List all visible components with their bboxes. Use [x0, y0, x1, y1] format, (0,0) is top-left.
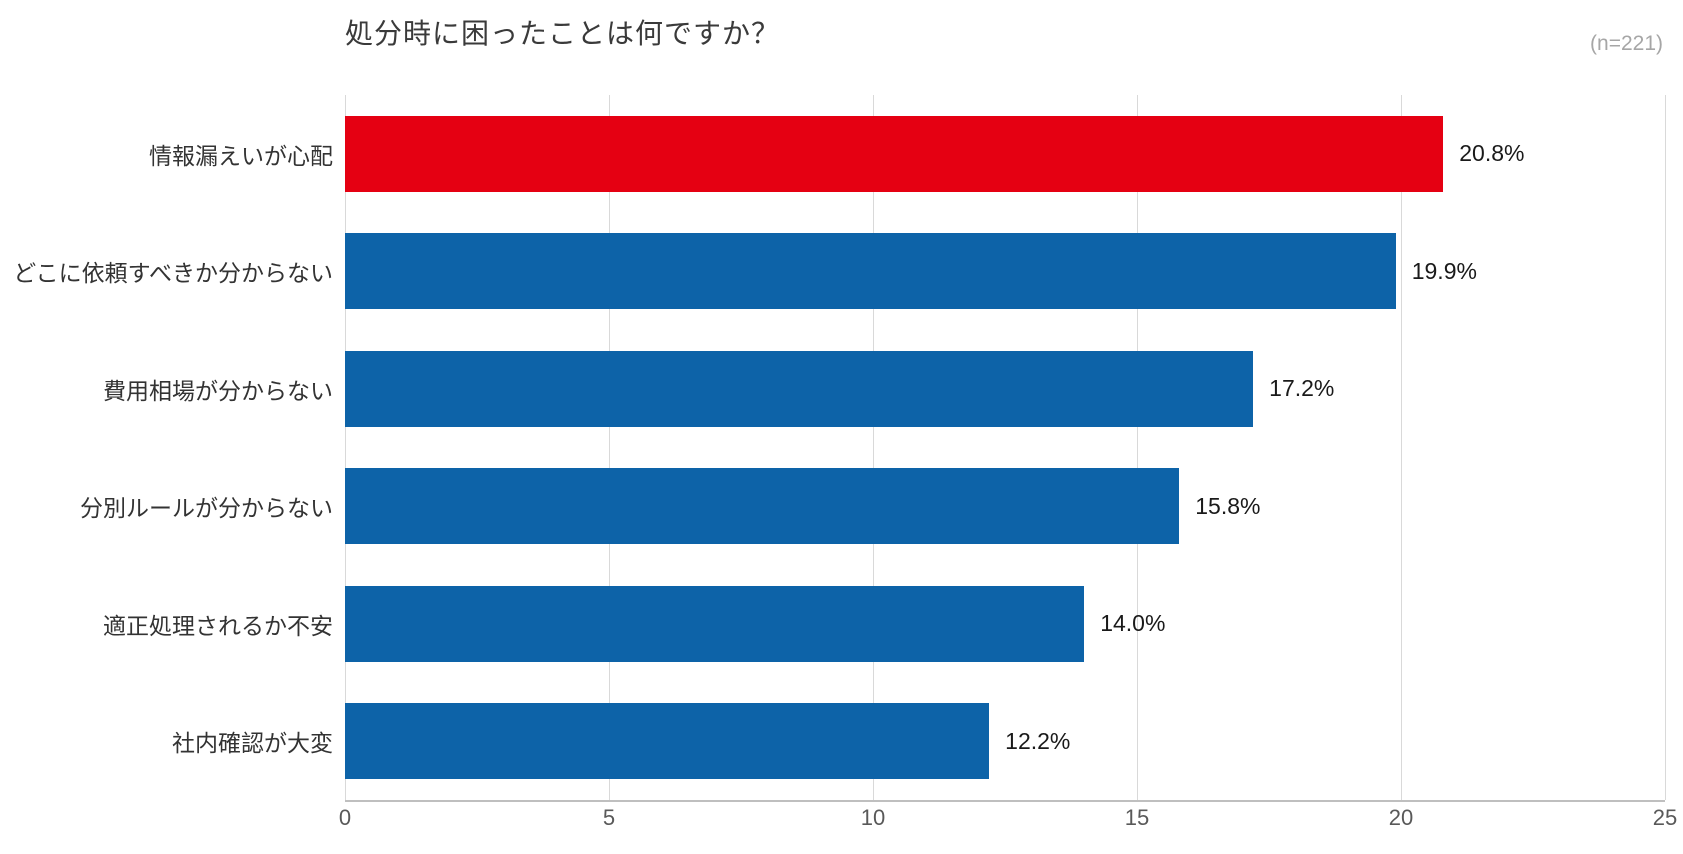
- chart-title: 処分時に困ったことは何ですか？: [345, 18, 781, 49]
- x-tick-label: 15: [1124, 805, 1150, 830]
- x-axis: 0 5 10 15 20 25: [339, 805, 1677, 835]
- value-label: 19.9%: [1411, 257, 1477, 284]
- value-label: 20.8%: [1459, 140, 1525, 167]
- category-label: どこに依頼すべきか分からない: [13, 260, 333, 287]
- grid-line: [1665, 95, 1666, 800]
- x-tick-label: 25: [1652, 805, 1678, 830]
- bar-rows: 情報漏えいが心配 20.8% どこに依頼すべきか分からない 19.9% 費用相場が分から…: [13, 95, 1665, 801]
- value-label: 17.2%: [1269, 375, 1335, 402]
- grid-line: [873, 95, 874, 800]
- category-label: 適正処理されるか不安: [103, 612, 333, 639]
- value-label: 15.8%: [1195, 492, 1261, 519]
- x-tick-label: 20: [1388, 805, 1414, 830]
- grid-line: [1137, 95, 1138, 800]
- x-tick-label: 5: [602, 805, 616, 830]
- sample-size-label: (n=221): [1590, 32, 1663, 55]
- category-label: 情報漏えいが心配: [149, 142, 333, 169]
- category-label: 費用相場が分からない: [103, 377, 333, 404]
- bar: [345, 115, 1444, 192]
- category-label: 分別ルールが分からない: [80, 495, 333, 522]
- bar-row: 適正処理されるか不安 14.0%: [103, 565, 1665, 683]
- bar: [345, 233, 1396, 310]
- bar-row: どこに依頼すべきか分からない 19.9%: [13, 213, 1665, 331]
- bar: [345, 350, 1254, 427]
- bar: [345, 585, 1085, 662]
- grid-line: [345, 95, 346, 800]
- bar-row: 分別ルールが分からない 15.8%: [80, 448, 1665, 566]
- x-tick-label: 10: [860, 805, 886, 830]
- bar: [345, 703, 990, 780]
- category-label: 社内確認が大変: [172, 730, 333, 757]
- plot-area: 情報漏えいが心配 20.8% どこに依頼すべきか分からない 19.9% 費用相場が分から…: [13, 95, 1666, 802]
- value-label: 12.2%: [1005, 727, 1071, 754]
- value-label: 14.0%: [1100, 610, 1166, 637]
- bar: [345, 468, 1180, 545]
- x-tick-label: 0: [338, 805, 352, 830]
- grid-line: [1401, 95, 1402, 800]
- grid-line: [609, 95, 610, 800]
- bar-row: 社内確認が大変 12.2%: [172, 683, 1665, 801]
- bar-row: 情報漏えいが心配 20.8%: [149, 95, 1665, 213]
- bar-row: 費用相場が分からない 17.2%: [103, 330, 1665, 448]
